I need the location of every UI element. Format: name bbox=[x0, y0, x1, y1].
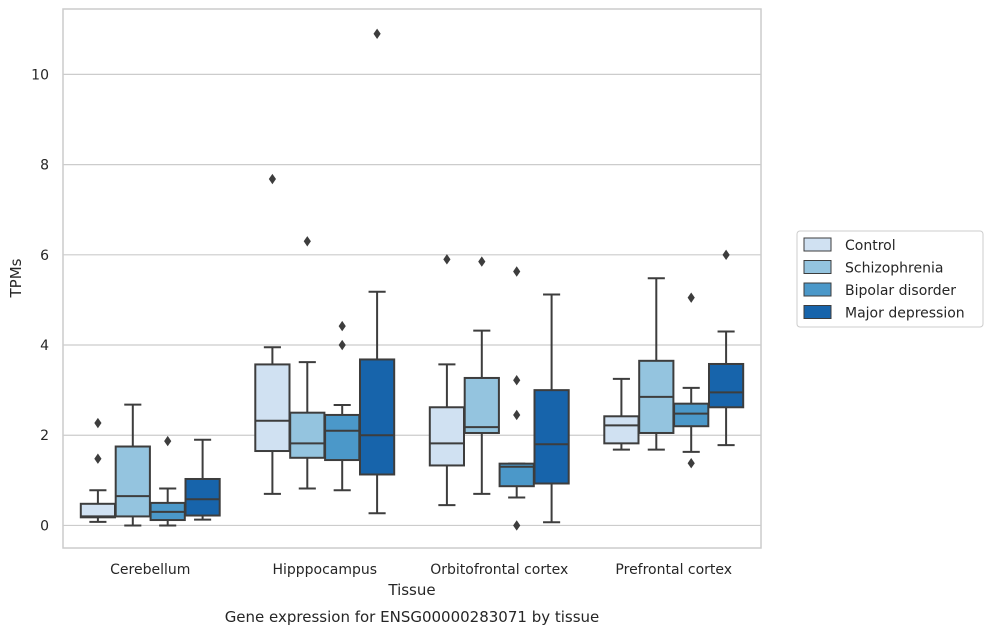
box-group bbox=[149, 435, 186, 527]
legend-item: Control bbox=[803, 237, 896, 254]
box-group bbox=[79, 417, 117, 523]
box bbox=[254, 363, 291, 453]
x-tick-label: Orbitofrontal cortex bbox=[430, 562, 568, 578]
box-group bbox=[114, 403, 151, 527]
legend-frame bbox=[796, 230, 984, 328]
x-tick-label: Prefrontal cortex bbox=[615, 562, 732, 578]
plot-area-frame bbox=[62, 8, 762, 549]
box-group bbox=[638, 277, 675, 451]
legend: Control Schizophrenia Bipolar disorder Majo… bbox=[796, 230, 984, 328]
box-group bbox=[184, 438, 221, 521]
x-axis-title: Tissue bbox=[387, 581, 435, 599]
y-tick-label: 4 bbox=[40, 338, 49, 354]
box-group bbox=[254, 173, 291, 495]
box bbox=[184, 477, 221, 517]
outlier-point bbox=[687, 458, 695, 469]
outlier-point bbox=[94, 417, 102, 429]
box bbox=[603, 415, 640, 445]
figure-caption: Gene expression for ENSG00000283071 by t… bbox=[225, 608, 600, 626]
box bbox=[463, 376, 500, 434]
box-group bbox=[603, 377, 640, 451]
outlier-point bbox=[687, 292, 695, 303]
y-axis-title: TPMs bbox=[7, 258, 25, 298]
box bbox=[533, 389, 570, 485]
y-tick-label: 8 bbox=[40, 158, 49, 174]
legend-swatch bbox=[803, 237, 832, 252]
gridlines bbox=[63, 73, 761, 527]
y-tick-labels: 0 2 4 6 8 10 bbox=[31, 67, 49, 534]
outlier-point bbox=[513, 375, 521, 386]
y-tick-label: 6 bbox=[40, 248, 49, 264]
legend-label: Bipolar disorder bbox=[845, 283, 956, 299]
outlier-point bbox=[513, 266, 521, 277]
legend-swatch bbox=[803, 282, 832, 297]
outlier-point bbox=[338, 339, 346, 351]
x-tick-label: Cerebellum bbox=[110, 562, 190, 578]
box bbox=[114, 445, 151, 518]
box-group bbox=[463, 256, 500, 495]
legend-item: Bipolar disorder bbox=[803, 282, 956, 299]
y-tick-label: 2 bbox=[40, 428, 49, 444]
box-group bbox=[289, 236, 326, 490]
outlier-point bbox=[338, 320, 346, 332]
box bbox=[79, 502, 117, 519]
outlier-point bbox=[373, 28, 381, 40]
y-tick-label: 10 bbox=[31, 67, 49, 83]
outlier-point bbox=[268, 173, 276, 185]
outlier-point bbox=[443, 254, 451, 265]
box-group bbox=[358, 28, 396, 515]
x-tick-labels: Cerebellum Hipppocampus Orbitofrontal cort… bbox=[110, 562, 732, 578]
boxes-layer bbox=[79, 28, 745, 531]
legend-label: Major depression bbox=[845, 306, 965, 322]
box bbox=[289, 411, 326, 459]
box-group bbox=[428, 254, 466, 507]
legend-item: Schizophrenia bbox=[803, 260, 943, 277]
x-tick-label: Hipppocampus bbox=[272, 562, 377, 578]
box bbox=[673, 402, 710, 428]
box-group bbox=[324, 320, 361, 492]
legend-label: Schizophrenia bbox=[845, 261, 943, 277]
outlier-point bbox=[164, 435, 172, 447]
legend-swatch bbox=[803, 305, 832, 319]
outlier-point bbox=[513, 409, 521, 421]
box bbox=[358, 358, 396, 476]
legend-item: Major depression bbox=[803, 305, 965, 322]
box-group bbox=[673, 292, 710, 469]
outlier-point bbox=[513, 520, 521, 531]
y-tick-label: 0 bbox=[40, 518, 49, 534]
box bbox=[428, 406, 466, 467]
legend-label: Control bbox=[845, 238, 896, 254]
outlier-point bbox=[478, 256, 486, 267]
outlier-point bbox=[722, 249, 730, 261]
box-group bbox=[707, 249, 745, 447]
box bbox=[324, 413, 361, 462]
legend-swatch bbox=[803, 260, 832, 274]
box bbox=[707, 362, 745, 409]
box-group bbox=[533, 293, 570, 524]
outlier-point bbox=[94, 453, 102, 464]
outlier-point bbox=[303, 236, 311, 247]
box-group bbox=[498, 266, 535, 531]
